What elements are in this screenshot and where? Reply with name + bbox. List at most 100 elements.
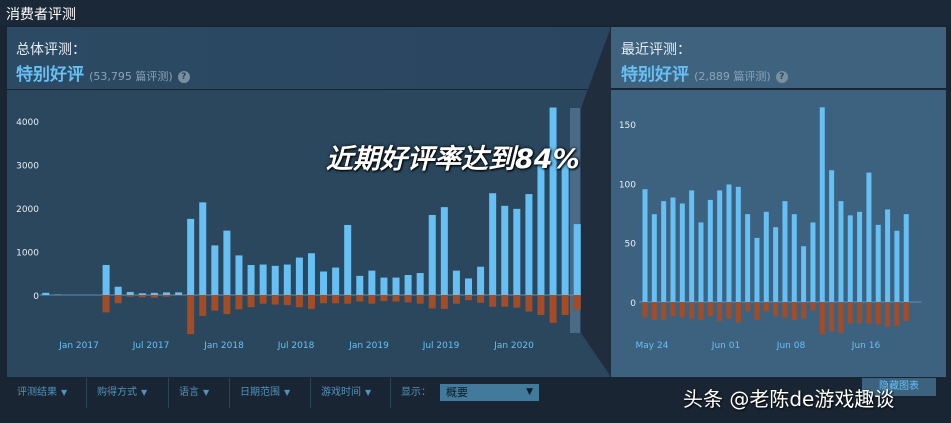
overall-label: 总体评测：: [16, 42, 86, 58]
positive-bar: [847, 215, 853, 302]
negative-bar: [525, 295, 533, 312]
positive-bar: [175, 292, 183, 295]
x-tick-label: Jan 2020: [493, 341, 534, 351]
help-icon[interactable]: ?: [177, 71, 190, 83]
negative-bar: [894, 302, 900, 326]
highlight-band: [570, 108, 580, 333]
x-tick-label: Jun 01: [711, 341, 740, 351]
positive-bar: [428, 214, 436, 295]
negative-bar: [102, 295, 110, 313]
negative-bar: [689, 302, 695, 319]
positive-bar: [102, 264, 110, 295]
filter-playtime[interactable]: 游戏时间 ▼: [311, 378, 391, 408]
x-tick-label: Jul 2017: [132, 341, 170, 351]
positive-bar: [689, 190, 695, 302]
negative-bar: [838, 302, 844, 333]
negative-bar: [223, 295, 231, 315]
positive-bar: [698, 222, 704, 302]
filter-language[interactable]: 语言 ▼: [169, 378, 230, 408]
filter-label: 购得方式: [97, 387, 137, 398]
negative-bar: [235, 295, 243, 310]
negative-bar: [670, 302, 676, 317]
negative-bar: [717, 302, 723, 321]
negative-bar: [903, 302, 909, 321]
negative-bar: [126, 295, 134, 297]
x-tick-label: Jun 08: [776, 341, 806, 351]
positive-bar: [452, 270, 460, 295]
negative-bar: [271, 295, 279, 305]
positive-bar: [537, 164, 545, 295]
recent-rating[interactable]: 特别好评: [621, 65, 689, 85]
hide-graph-button[interactable]: 隐藏图表: [862, 378, 936, 396]
positive-bar: [561, 155, 569, 295]
negative-bar: [810, 302, 816, 311]
negative-bar: [368, 295, 376, 304]
positive-bar: [271, 265, 279, 295]
positive-bar: [283, 264, 291, 295]
negative-bar: [344, 295, 352, 304]
positive-bar: [392, 277, 400, 295]
positive-bar: [344, 224, 352, 295]
overall-reviews-header: 总体评测： 特别好评 (53,795 篇评测) ?: [7, 27, 610, 90]
positive-bar: [754, 237, 760, 302]
positive-bar: [745, 214, 751, 302]
negative-bar: [513, 295, 521, 308]
negative-bar: [857, 302, 863, 324]
positive-bar: [465, 278, 472, 295]
negative-bar: [356, 295, 364, 302]
positive-bar: [838, 201, 844, 302]
positive-bar: [866, 172, 872, 302]
negative-bar: [283, 295, 291, 306]
negative-bar: [642, 302, 648, 318]
negative-bar: [698, 302, 704, 320]
positive-bar: [679, 203, 685, 302]
y-tick-label: 2000: [16, 205, 39, 215]
y-tick-label: 150: [619, 121, 636, 131]
positive-bar: [903, 214, 909, 302]
negative-bar: [452, 295, 460, 304]
filter-purchase-type[interactable]: 购得方式 ▼: [87, 378, 169, 408]
caret-down-icon: ▼: [365, 388, 372, 397]
negative-bar: [847, 302, 853, 324]
positive-bar: [717, 190, 723, 302]
negative-bar: [735, 302, 741, 323]
display-select[interactable]: 概要 ▼: [440, 384, 539, 401]
filter-review-type[interactable]: 评测结果 ▼: [7, 378, 87, 408]
positive-bar: [670, 197, 676, 302]
x-tick-label: Jul 2019: [422, 341, 460, 351]
x-tick-label: Jan 2017: [58, 341, 99, 351]
positive-bar: [875, 224, 881, 302]
filter-label: 语言: [179, 387, 199, 398]
x-tick-label: Jul 2018: [277, 341, 315, 351]
negative-bar: [163, 295, 170, 297]
filter-date-range[interactable]: 日期范围 ▼: [230, 378, 311, 408]
negative-bar: [114, 295, 122, 304]
help-icon[interactable]: ?: [775, 71, 788, 83]
watermark: 头条 @老陈de游戏趣谈: [683, 387, 895, 411]
negative-bar: [489, 295, 497, 307]
negative-bar: [866, 302, 872, 324]
positive-bar: [440, 207, 448, 295]
positive-bar: [810, 222, 816, 302]
positive-bar: [114, 286, 122, 295]
positive-bar: [259, 264, 267, 295]
recent-reviews-chart[interactable]: 0 50 100 150 May 24 Jun 01 Jun 08 Jun 16: [611, 90, 946, 377]
negative-bar: [661, 302, 667, 320]
caret-down-icon: ▼: [61, 388, 68, 397]
positive-bar: [295, 257, 303, 295]
caret-down-icon: ▼: [141, 388, 148, 397]
overall-count: (53,795 篇评测): [89, 70, 173, 83]
y-tick-label: 1000: [16, 249, 39, 259]
positive-bar: [489, 193, 497, 295]
overall-rating[interactable]: 特别好评: [16, 65, 84, 85]
positive-bar: [819, 107, 825, 302]
positive-bar: [150, 292, 158, 295]
overlay-caption: 近期好评率达到84%: [326, 144, 580, 175]
positive-bar: [163, 292, 170, 295]
negative-bar: [465, 295, 472, 301]
overall-reviews-chart[interactable]: 0 1000 2000 3000 4000 Jan 2017 Jul 2017 Jan 201…: [7, 90, 610, 377]
negative-bar: [175, 295, 183, 296]
negative-bar: [404, 295, 412, 303]
positive-bar: [404, 274, 412, 295]
x-tick-label: Jan 2018: [203, 341, 244, 351]
